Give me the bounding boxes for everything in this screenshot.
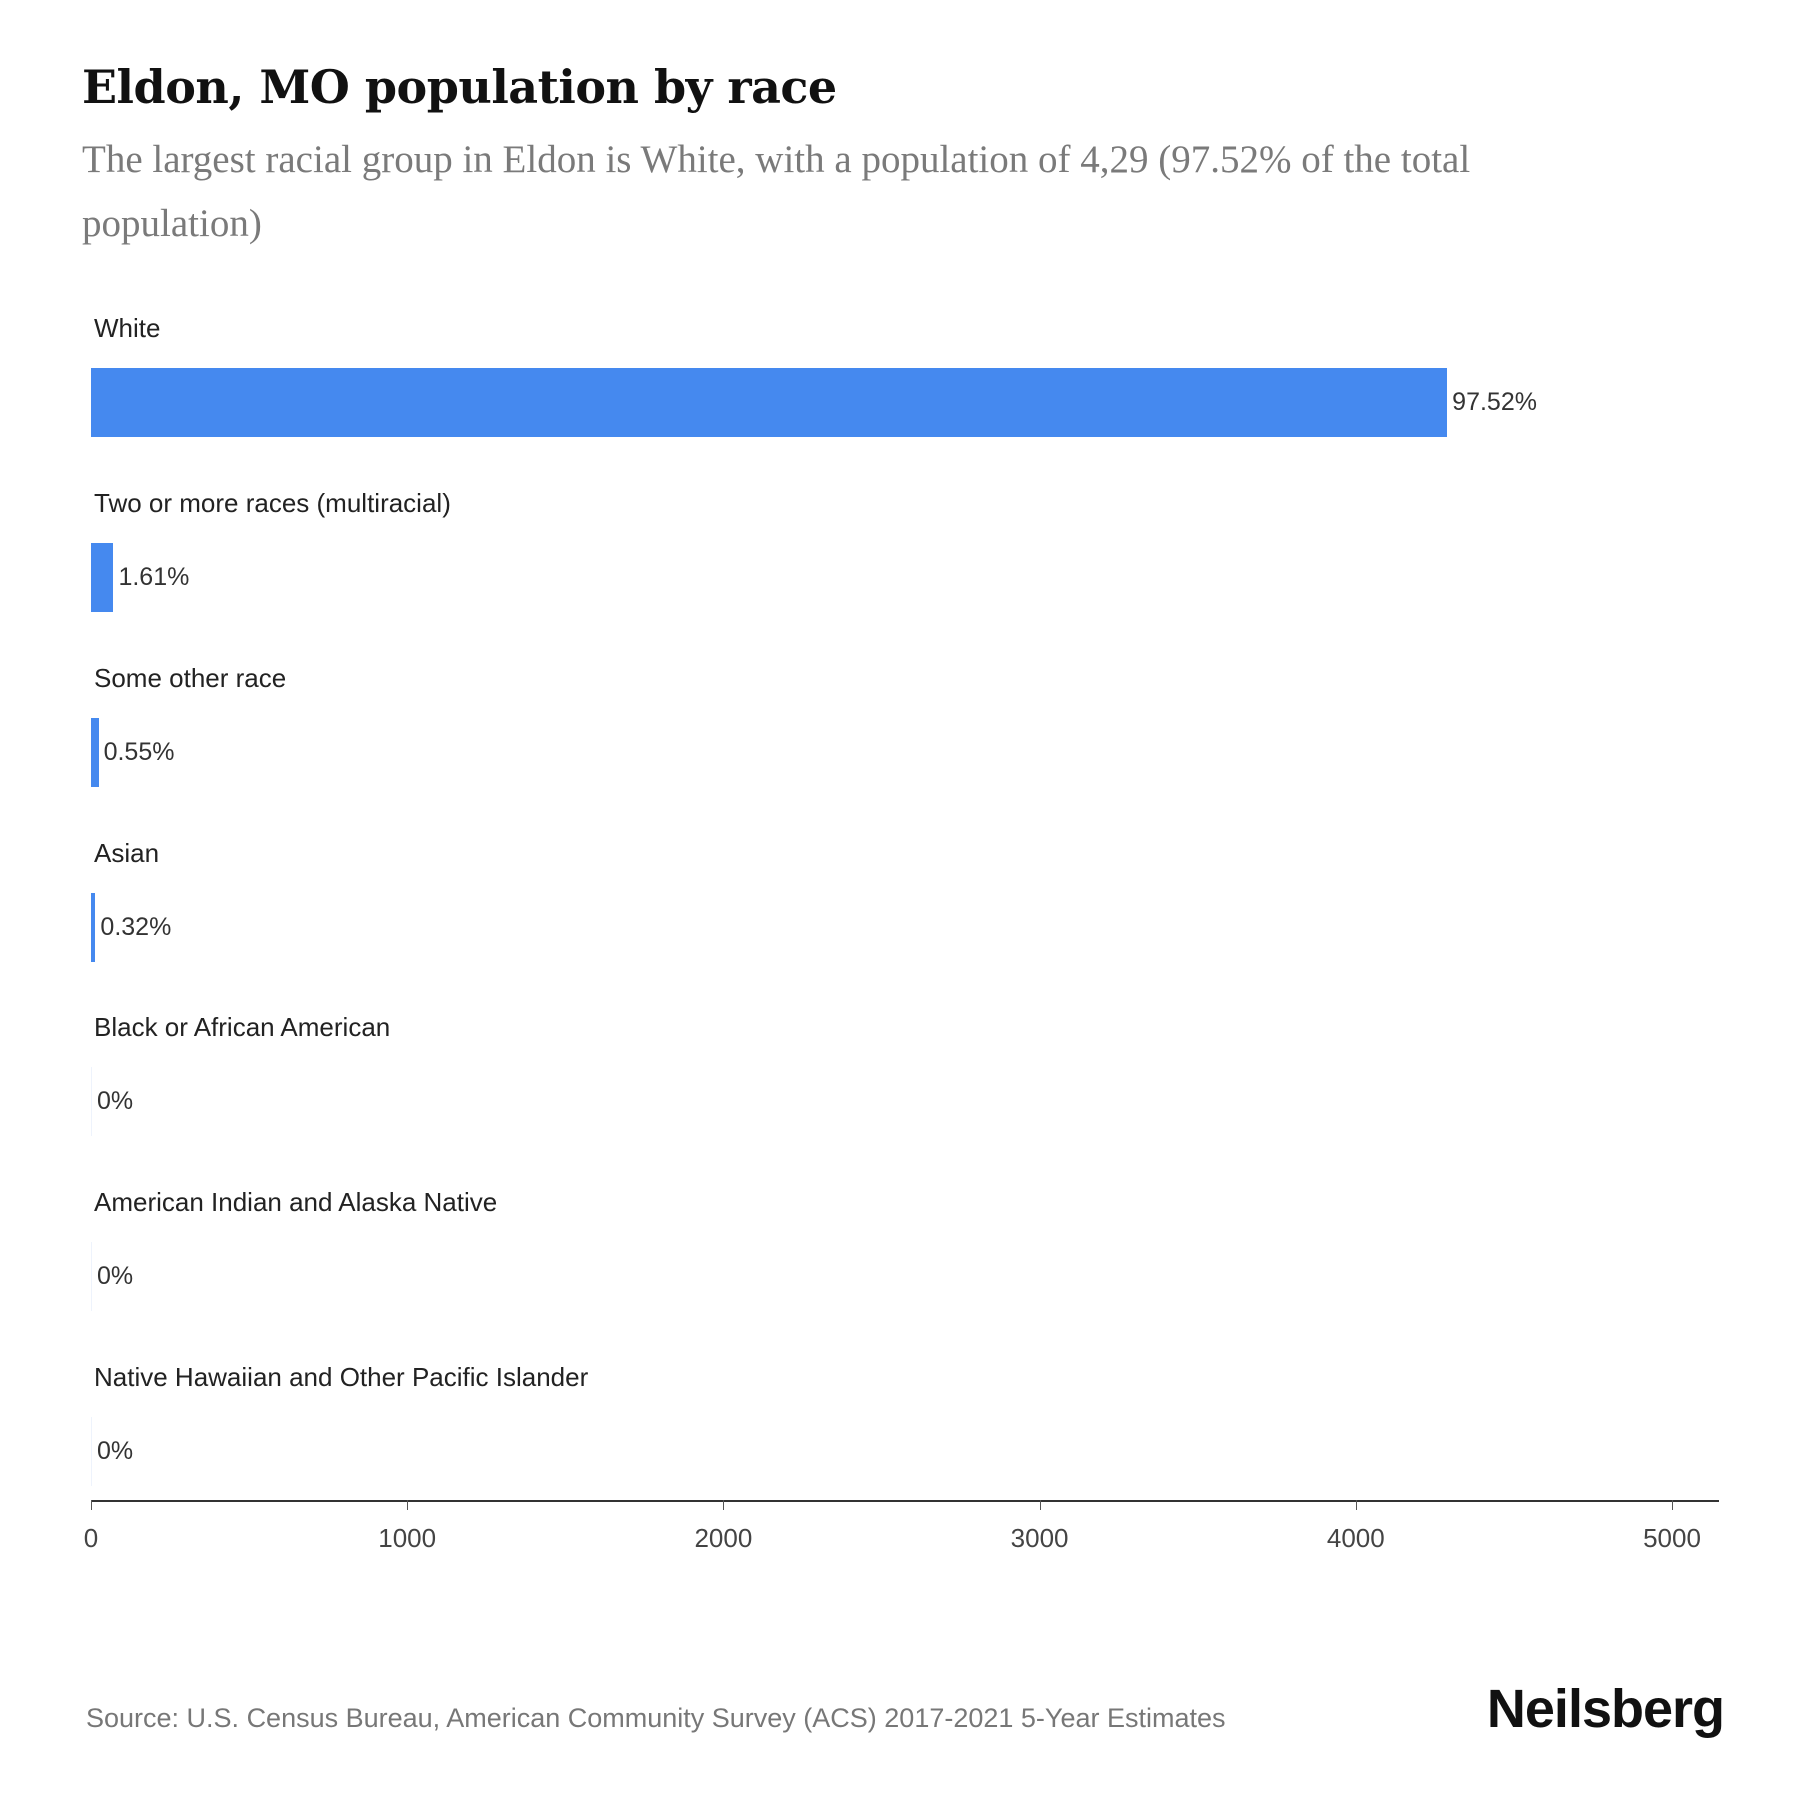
x-axis-tick-label: 5000	[1643, 1523, 1701, 1553]
category-label: Native Hawaiian and Other Pacific Island…	[94, 1362, 589, 1392]
chart-subtitle: The largest racial group in Eldon is Whi…	[82, 138, 1471, 245]
bar-asian	[91, 893, 96, 962]
value-label: 0.55%	[103, 738, 175, 766]
x-axis-tick	[1672, 1500, 1673, 1510]
bar-white	[91, 368, 1448, 437]
value-label: 97.52%	[1452, 388, 1537, 416]
value-label: 0.32%	[100, 913, 172, 941]
x-axis-tick	[407, 1500, 409, 1510]
value-label: 0%	[97, 1262, 134, 1290]
category-label: Black or African American	[94, 1012, 391, 1042]
category-label: Asian	[94, 838, 160, 868]
value-label: 0%	[97, 1087, 134, 1115]
bar-black	[91, 1067, 92, 1136]
bar-native-hawaiian	[91, 1417, 92, 1486]
category-label: White	[94, 313, 161, 343]
source-note: Source: U.S. Census Bureau, American Com…	[86, 1703, 1226, 1733]
x-axis-tick	[723, 1500, 725, 1510]
x-axis-tick	[91, 1500, 92, 1510]
x-axis-tick	[1355, 1500, 1357, 1510]
x-axis-tick-label: 4000	[1326, 1523, 1385, 1553]
x-axis-tick-label: 2000	[694, 1523, 753, 1553]
x-axis-tick-label: 0	[83, 1523, 99, 1553]
brand-logo: Neilsberg	[1486, 1679, 1725, 1739]
x-axis-tick	[1039, 1500, 1041, 1510]
bar-some-other-race	[91, 718, 99, 787]
category-label: Some other race	[94, 663, 287, 693]
bar-american-indian	[91, 1242, 92, 1311]
chart-title: Eldon, MO population by race	[82, 60, 837, 114]
x-axis-tick-label: 3000	[1010, 1523, 1069, 1553]
category-label: Two or more races (multiracial)	[94, 488, 451, 518]
value-label: 1.61%	[118, 563, 190, 591]
x-axis-line	[91, 1500, 1719, 1502]
bar-multiracial	[91, 543, 114, 612]
x-axis-tick-label: 1000	[378, 1523, 437, 1553]
category-label: American Indian and Alaska Native	[94, 1187, 498, 1217]
value-label: 0%	[97, 1437, 134, 1465]
